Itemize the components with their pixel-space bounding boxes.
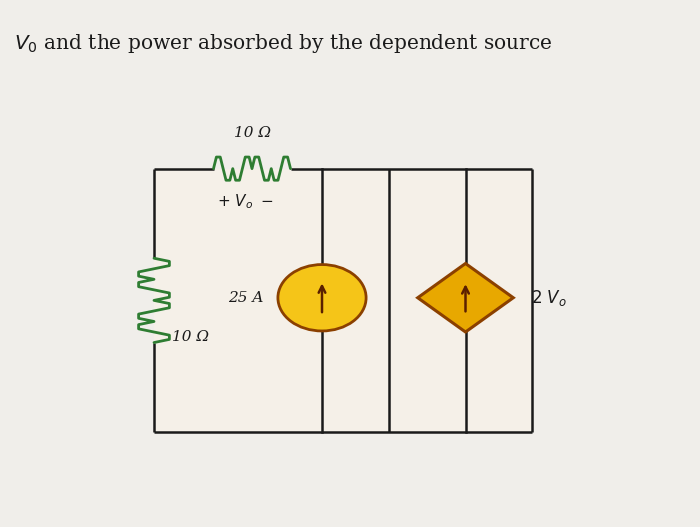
Text: 10 Ω: 10 Ω (234, 125, 270, 140)
Bar (154, 169, 532, 432)
Circle shape (278, 265, 366, 331)
Text: $+\ V_o\ -$: $+\ V_o\ -$ (217, 192, 273, 211)
Text: $V_0$ and the power absorbed by the dependent source: $V_0$ and the power absorbed by the depe… (14, 32, 552, 55)
Polygon shape (418, 264, 513, 332)
Text: 10 Ω: 10 Ω (172, 330, 209, 344)
Text: 25 A: 25 A (228, 291, 264, 305)
Text: $2\ V_o$: $2\ V_o$ (531, 288, 567, 308)
